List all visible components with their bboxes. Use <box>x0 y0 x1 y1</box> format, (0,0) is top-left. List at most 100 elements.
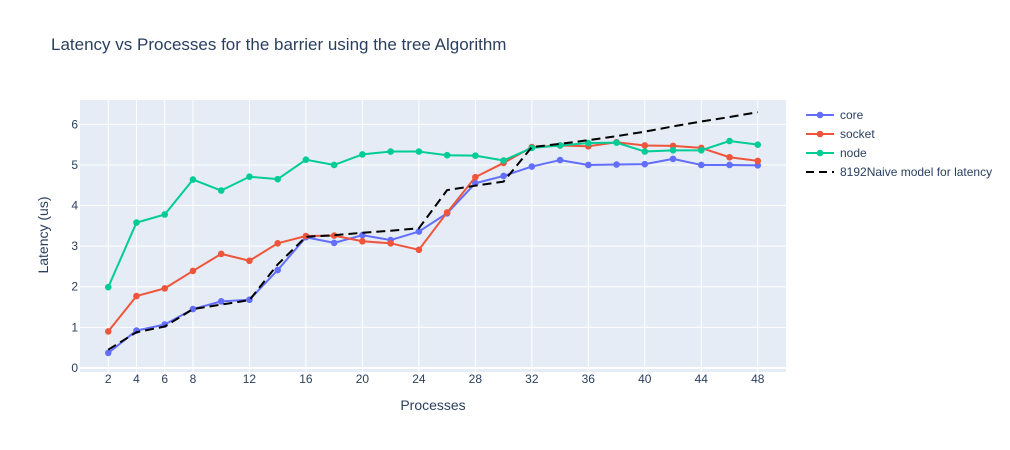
data-point[interactable] <box>189 176 197 183</box>
x-axis-ticks: 2 4 6 8 12 16 20 24 28 32 36 40 44 48 <box>105 372 765 386</box>
data-point[interactable] <box>330 239 338 247</box>
data-point[interactable] <box>302 156 310 163</box>
data-point[interactable] <box>726 137 733 145</box>
data-point[interactable] <box>161 211 169 218</box>
data-point[interactable] <box>500 157 507 164</box>
data-point[interactable] <box>217 298 225 305</box>
data-point[interactable] <box>585 161 592 169</box>
series-line <box>107 157 758 354</box>
data-point[interactable] <box>641 148 649 155</box>
x-tick-label: 40 <box>638 372 652 386</box>
data-point[interactable] <box>104 328 112 335</box>
legend-label: core <box>840 108 864 122</box>
data-point[interactable] <box>669 147 677 154</box>
data-point[interactable] <box>330 161 338 169</box>
data-point[interactable] <box>697 161 705 169</box>
data-point[interactable] <box>472 152 479 159</box>
data-point[interactable] <box>330 232 338 239</box>
x-tick-label: 24 <box>412 372 426 386</box>
x-tick-label: 36 <box>582 372 596 386</box>
x-axis-title: Processes <box>400 397 465 413</box>
x-tick-label: 48 <box>751 372 765 386</box>
data-point[interactable] <box>387 240 394 247</box>
y-tick-label: 6 <box>71 117 78 131</box>
data-point[interactable] <box>274 266 281 274</box>
data-point[interactable] <box>189 267 197 275</box>
data-point[interactable] <box>500 172 507 180</box>
data-point[interactable] <box>726 161 733 169</box>
series-line <box>107 111 758 351</box>
data-point[interactable] <box>585 139 592 147</box>
series-2 <box>104 137 762 291</box>
y-tick-label: 5 <box>71 158 78 172</box>
data-point[interactable] <box>104 349 112 357</box>
legend-item[interactable]: socket <box>806 127 875 141</box>
data-point[interactable] <box>754 157 762 165</box>
data-point[interactable] <box>274 240 281 247</box>
legend-marker <box>816 149 824 157</box>
data-point[interactable] <box>556 156 564 164</box>
y-axis-ticks: 0 1 2 3 4 5 6 <box>71 117 78 375</box>
legend[interactable]: core socket node 8192Naive model for latenc… <box>806 108 992 179</box>
data-point[interactable] <box>641 142 649 149</box>
data-point[interactable] <box>359 151 366 158</box>
data-point[interactable] <box>217 187 225 194</box>
data-point[interactable] <box>415 228 423 235</box>
data-point[interactable] <box>274 175 281 183</box>
data-point[interactable] <box>754 141 762 148</box>
x-tick-label: 2 <box>105 372 112 386</box>
data-point[interactable] <box>697 147 705 154</box>
data-point[interactable] <box>246 173 253 181</box>
data-point[interactable] <box>613 161 620 168</box>
data-point[interactable] <box>641 160 649 168</box>
data-point[interactable] <box>133 292 140 300</box>
data-point[interactable] <box>415 246 423 254</box>
x-tick-label: 44 <box>695 372 709 386</box>
data-point[interactable] <box>133 219 140 226</box>
x-tick-label: 12 <box>243 372 257 386</box>
data-point[interactable] <box>359 237 366 245</box>
series-line <box>107 141 758 333</box>
legend-marker <box>816 130 824 138</box>
data-point[interactable] <box>387 148 394 155</box>
data-point[interactable] <box>669 155 677 163</box>
legend-label: socket <box>840 127 875 141</box>
data-point[interactable] <box>104 283 112 291</box>
y-tick-label: 2 <box>71 280 78 294</box>
x-tick-label: 32 <box>525 372 539 386</box>
series-layer <box>104 111 762 357</box>
series-line <box>107 140 758 288</box>
series-0 <box>104 155 762 357</box>
data-point[interactable] <box>472 173 479 181</box>
data-point[interactable] <box>443 151 451 159</box>
data-point[interactable] <box>161 285 169 292</box>
x-tick-label: 4 <box>133 372 140 386</box>
x-tick-label: 8 <box>190 372 197 386</box>
x-tick-label: 28 <box>469 372 483 386</box>
grid-lines <box>80 100 786 372</box>
legend-item[interactable]: core <box>806 108 864 122</box>
legend-item[interactable]: 8192Naive model for latency <box>806 165 992 179</box>
data-point[interactable] <box>726 153 733 161</box>
legend-label: 8192Naive model for latency <box>840 165 992 179</box>
y-tick-label: 3 <box>71 239 78 253</box>
data-point[interactable] <box>246 257 253 265</box>
data-point[interactable] <box>217 250 225 258</box>
x-tick-label: 16 <box>299 372 313 386</box>
y-tick-label: 0 <box>71 361 78 375</box>
y-tick-label: 4 <box>71 199 78 213</box>
series-3 <box>107 111 758 351</box>
legend-label: node <box>840 146 867 160</box>
x-tick-label: 6 <box>161 372 168 386</box>
legend-marker <box>816 111 824 119</box>
data-point[interactable] <box>415 148 423 155</box>
data-point[interactable] <box>528 163 536 170</box>
chart-title: Latency vs Processes for the barrier usi… <box>51 35 506 54</box>
x-tick-label: 20 <box>356 372 370 386</box>
y-axis-title: Latency (us) <box>35 196 51 273</box>
data-point[interactable] <box>443 209 451 216</box>
y-tick-label: 1 <box>71 320 78 334</box>
data-point[interactable] <box>613 139 620 146</box>
legend-item[interactable]: node <box>806 146 867 160</box>
